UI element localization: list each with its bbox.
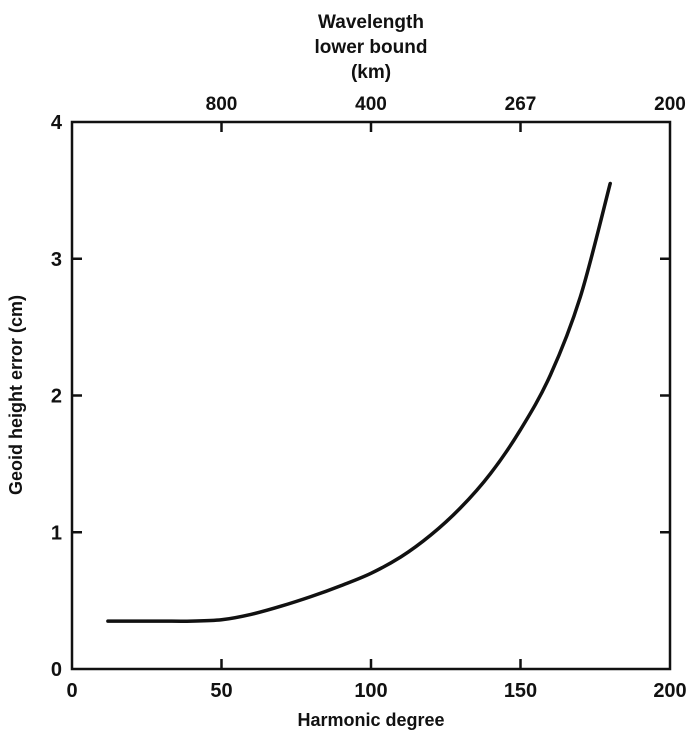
x-tick-label: 150 [504,680,537,702]
series-line [106,181,612,623]
y-tick-label: 0 [51,659,62,681]
y-tick-label: 4 [51,112,63,134]
x-tick-label: 50 [210,680,232,702]
y-tick-label: 1 [51,522,62,544]
top-axis-title-line-2: lower bound [315,37,428,58]
top-tick-label: 267 [505,94,537,115]
y-axis-label: Geoid height error (cm) [6,295,26,495]
top-axis-title: Wavelength lower bound (km) [315,12,428,83]
x-axis-label: Harmonic degree [297,710,444,730]
top-tick-label: 200 [654,94,686,115]
y-tick-label: 3 [51,249,62,271]
plot-frame [70,120,672,671]
top-axis-title-line-1: Wavelength [318,12,424,33]
x-tick-label: 100 [354,680,387,702]
top-tick-label: 800 [206,94,238,115]
ticks [72,122,670,669]
x-tick-label: 200 [653,680,686,702]
top-axis-title-line-3: (km) [351,62,391,83]
y-tick-label: 2 [51,386,62,408]
tick-labels: 0 50 100 150 200 0 1 2 3 4 800 400 267 200 [51,94,687,702]
x-tick-label: 0 [66,680,77,702]
top-tick-label: 400 [355,94,387,115]
